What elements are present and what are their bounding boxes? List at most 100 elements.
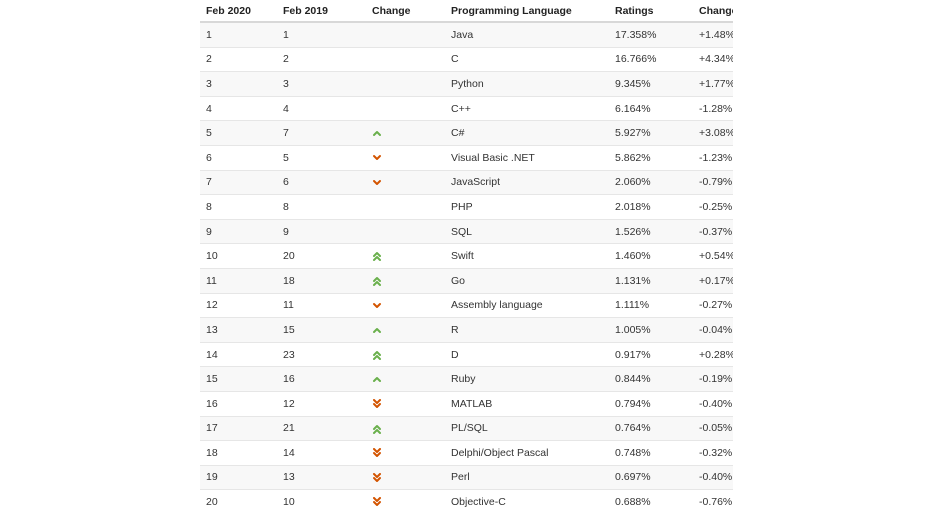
header-feb-2020: Feb 2020: [200, 0, 277, 23]
language-name: Objective-C: [445, 489, 609, 514]
rating-change: +4.34%: [693, 46, 733, 72]
language-name: Go: [445, 267, 609, 294]
change-indicator: [366, 169, 445, 195]
language-name: C++: [445, 95, 609, 121]
double-chevron-up-icon: [372, 251, 382, 262]
rank-feb-2019: 3: [277, 71, 366, 97]
rank-feb-2020: 6: [200, 144, 277, 171]
rating-change: -0.05%: [693, 415, 733, 441]
rating-value: 0.764%: [609, 415, 693, 441]
table-row: 9 9 SQL 1.526% -0.37%: [200, 218, 733, 244]
rank-feb-2020: 18: [200, 440, 277, 466]
rating-value: 5.927%: [609, 120, 693, 146]
rating-value: 2.018%: [609, 194, 693, 220]
rank-feb-2019: 1: [277, 21, 366, 48]
rating-value: 5.862%: [609, 144, 693, 171]
ranking-table-container: Feb 2020 Feb 2019 Change Programming Lan…: [200, 0, 733, 520]
table-row: 2 2 C 16.766% +4.34%: [200, 46, 733, 72]
rating-value: 1.005%: [609, 317, 693, 343]
table-row: 6 5 Visual Basic .NET 5.862% -1.23%: [200, 144, 733, 171]
rating-value: 0.688%: [609, 489, 693, 514]
rank-feb-2020: 4: [200, 95, 277, 121]
rank-feb-2019: 13: [277, 464, 366, 490]
header-change-icon: Change: [366, 0, 445, 23]
rating-change: +0.17%: [693, 267, 733, 294]
double-chevron-up-icon: [372, 350, 382, 360]
rank-feb-2020: 17: [200, 415, 277, 441]
table-row: 7 6 JavaScript 2.060% -0.79%: [200, 169, 733, 195]
language-name: R: [445, 317, 609, 343]
language-name: SQL: [445, 218, 609, 244]
table-row: 18 14 Delphi/Object Pascal 0.748% -0.32%: [200, 440, 733, 466]
change-indicator: [366, 440, 445, 466]
rank-feb-2020: 9: [200, 218, 277, 244]
rank-feb-2020: 14: [200, 341, 277, 367]
rating-change: -0.25%: [693, 194, 733, 220]
change-indicator: [366, 21, 445, 48]
rating-change: -0.40%: [693, 464, 733, 490]
header-ratings: Ratings: [609, 0, 693, 23]
rank-feb-2020: 10: [200, 243, 277, 269]
change-indicator: [366, 489, 445, 514]
rating-value: 6.164%: [609, 95, 693, 121]
rank-feb-2019: 6: [277, 169, 366, 195]
rating-change: +3.08%: [693, 120, 733, 146]
language-name: Python: [445, 71, 609, 97]
rank-feb-2019: 10: [277, 489, 366, 514]
change-indicator: [366, 464, 445, 490]
rank-feb-2020: 19: [200, 464, 277, 490]
language-name: Assembly language: [445, 292, 609, 318]
rank-feb-2019: 2: [277, 46, 366, 72]
change-indicator: [366, 366, 445, 392]
rank-feb-2020: 5: [200, 120, 277, 146]
rating-change: +1.77%: [693, 71, 733, 97]
double-chevron-down-icon: [372, 497, 382, 507]
rank-feb-2020: 12: [200, 292, 277, 318]
table-body: 1 1 Java 17.358% +1.48% 2 2 C 16.766% +4.34% 3 3 Pyt…: [200, 21, 733, 514]
double-chevron-up-icon: [372, 276, 382, 286]
language-name: Ruby: [445, 366, 609, 392]
table-row: 19 13 Perl 0.697% -0.40%: [200, 464, 733, 490]
chevron-up-icon: [372, 374, 382, 384]
table-row: 3 3 Python 9.345% +1.77%: [200, 71, 733, 97]
chevron-up-icon: [372, 128, 382, 138]
rank-feb-2020: 16: [200, 390, 277, 416]
rating-value: 1.131%: [609, 267, 693, 294]
chevron-down-icon: [372, 153, 382, 163]
rating-value: 2.060%: [609, 169, 693, 195]
change-indicator: [366, 267, 445, 294]
table-row: 12 11 Assembly language 1.111% -0.27%: [200, 292, 733, 318]
table-row: 4 4 C++ 6.164% -1.28%: [200, 95, 733, 121]
chevron-up-icon: [372, 325, 382, 335]
rating-value: 0.917%: [609, 341, 693, 367]
rating-change: -0.40%: [693, 390, 733, 416]
rank-feb-2020: 8: [200, 194, 277, 220]
table-row: 13 15 R 1.005% -0.04%: [200, 317, 733, 343]
rating-change: -0.19%: [693, 366, 733, 392]
double-chevron-up-icon: [372, 424, 382, 434]
rank-feb-2019: 9: [277, 218, 366, 244]
language-name: JavaScript: [445, 169, 609, 195]
rank-feb-2020: 15: [200, 366, 277, 392]
language-name: C: [445, 46, 609, 72]
rank-feb-2019: 11: [277, 292, 366, 318]
rating-change: -0.79%: [693, 169, 733, 195]
rating-value: 1.111%: [609, 292, 693, 318]
rank-feb-2019: 16: [277, 366, 366, 392]
rating-change: +0.54%: [693, 243, 733, 269]
ranking-table: Feb 2020 Feb 2019 Change Programming Lan…: [200, 0, 733, 514]
change-indicator: [366, 341, 445, 367]
double-chevron-down-icon: [372, 398, 382, 409]
rating-change: +0.28%: [693, 341, 733, 367]
table-row: 20 10 Objective-C 0.688% -0.76%: [200, 489, 733, 514]
language-name: MATLAB: [445, 390, 609, 416]
language-name: Swift: [445, 243, 609, 269]
rating-change: -0.76%: [693, 489, 733, 514]
table-row: 16 12 MATLAB 0.794% -0.40%: [200, 390, 733, 416]
table-row: 10 20 Swift 1.460% +0.54%: [200, 243, 733, 269]
rank-feb-2019: 23: [277, 341, 366, 367]
header-change: Change: [693, 0, 733, 23]
chevron-down-icon: [372, 301, 382, 311]
chevron-down-icon: [372, 178, 382, 188]
rank-feb-2019: 15: [277, 317, 366, 343]
